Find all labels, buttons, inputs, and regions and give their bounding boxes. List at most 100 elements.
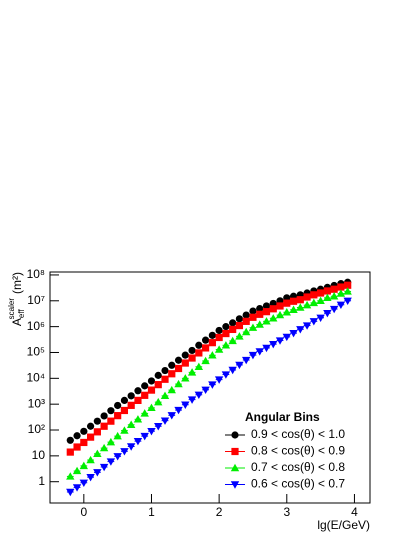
marker bbox=[275, 337, 285, 345]
marker bbox=[93, 469, 102, 477]
marker bbox=[86, 473, 95, 482]
marker bbox=[168, 361, 176, 369]
marker bbox=[344, 281, 352, 289]
marker bbox=[262, 317, 271, 325]
marker bbox=[201, 386, 210, 394]
marker bbox=[302, 300, 312, 309]
marker bbox=[249, 307, 257, 315]
marker bbox=[214, 345, 224, 353]
marker bbox=[309, 318, 319, 326]
marker bbox=[283, 299, 291, 307]
series: 0.6 < cos(θ) < 0.7 bbox=[66, 297, 352, 497]
marker bbox=[188, 346, 196, 355]
marker bbox=[230, 481, 240, 489]
marker bbox=[262, 344, 271, 353]
marker bbox=[248, 323, 258, 331]
marker bbox=[154, 381, 162, 389]
marker bbox=[242, 317, 250, 325]
marker bbox=[161, 366, 169, 375]
marker bbox=[282, 333, 291, 342]
marker bbox=[343, 297, 352, 305]
marker bbox=[336, 301, 346, 309]
marker bbox=[126, 443, 136, 451]
marker bbox=[93, 428, 101, 436]
marker bbox=[134, 387, 142, 395]
marker bbox=[248, 351, 258, 360]
marker bbox=[221, 341, 231, 349]
marker bbox=[202, 344, 210, 352]
marker bbox=[120, 396, 129, 404]
marker bbox=[269, 305, 277, 313]
marker bbox=[256, 304, 264, 313]
marker bbox=[66, 448, 74, 456]
y-tick-label: 10 bbox=[32, 448, 46, 462]
marker bbox=[120, 448, 129, 456]
marker bbox=[235, 315, 244, 323]
x-tick-label: 2 bbox=[216, 505, 223, 519]
marker bbox=[147, 386, 156, 394]
y-label-sub: eff bbox=[17, 309, 26, 319]
marker bbox=[181, 401, 190, 409]
marker bbox=[195, 349, 203, 357]
marker bbox=[289, 297, 298, 305]
marker bbox=[140, 432, 149, 441]
marker bbox=[181, 359, 189, 367]
y-tick-label: 10³ bbox=[28, 396, 45, 410]
marker bbox=[214, 376, 224, 384]
marker bbox=[296, 303, 305, 311]
marker bbox=[72, 484, 82, 492]
marker bbox=[99, 443, 109, 452]
marker bbox=[317, 289, 325, 297]
marker bbox=[80, 427, 88, 435]
marker bbox=[174, 406, 183, 415]
marker bbox=[168, 370, 176, 378]
y-label-main: A bbox=[10, 318, 24, 326]
marker bbox=[133, 437, 143, 446]
marker bbox=[187, 396, 197, 404]
x-tick-label: 1 bbox=[148, 505, 155, 519]
y-tick-label: 10⁶ bbox=[27, 319, 45, 333]
marker bbox=[255, 348, 264, 356]
marker bbox=[181, 374, 190, 382]
marker bbox=[181, 351, 189, 359]
marker bbox=[241, 327, 251, 336]
marker bbox=[114, 412, 122, 420]
marker bbox=[256, 310, 264, 318]
marker bbox=[221, 371, 231, 379]
marker bbox=[147, 427, 156, 436]
marker bbox=[167, 385, 176, 394]
marker bbox=[114, 401, 122, 410]
marker bbox=[222, 323, 230, 331]
marker bbox=[235, 332, 244, 340]
legend-label: 0.8 < cos(θ) < 0.9 bbox=[251, 444, 345, 458]
marker bbox=[174, 356, 183, 364]
marker bbox=[262, 302, 271, 310]
marker bbox=[269, 340, 278, 349]
series: 0.7 < cos(θ) < 0.8 bbox=[66, 287, 352, 480]
marker bbox=[126, 420, 136, 428]
marker bbox=[188, 354, 196, 362]
marker bbox=[195, 341, 203, 349]
marker bbox=[93, 417, 101, 425]
marker bbox=[215, 333, 223, 342]
marker bbox=[202, 336, 210, 344]
marker bbox=[310, 291, 318, 299]
marker bbox=[302, 322, 312, 330]
marker bbox=[231, 447, 239, 456]
marker bbox=[303, 293, 311, 301]
marker bbox=[120, 426, 129, 434]
marker bbox=[336, 289, 346, 297]
marker bbox=[201, 356, 210, 365]
marker bbox=[140, 409, 149, 417]
y-tick-label: 10⁵ bbox=[27, 345, 45, 359]
marker bbox=[309, 298, 319, 307]
marker bbox=[154, 397, 163, 406]
marker bbox=[66, 472, 75, 480]
y-tick-label: 1 bbox=[38, 474, 45, 488]
marker bbox=[228, 336, 237, 345]
marker bbox=[323, 293, 332, 302]
marker bbox=[323, 310, 332, 318]
marker bbox=[141, 391, 149, 399]
marker bbox=[79, 461, 89, 470]
